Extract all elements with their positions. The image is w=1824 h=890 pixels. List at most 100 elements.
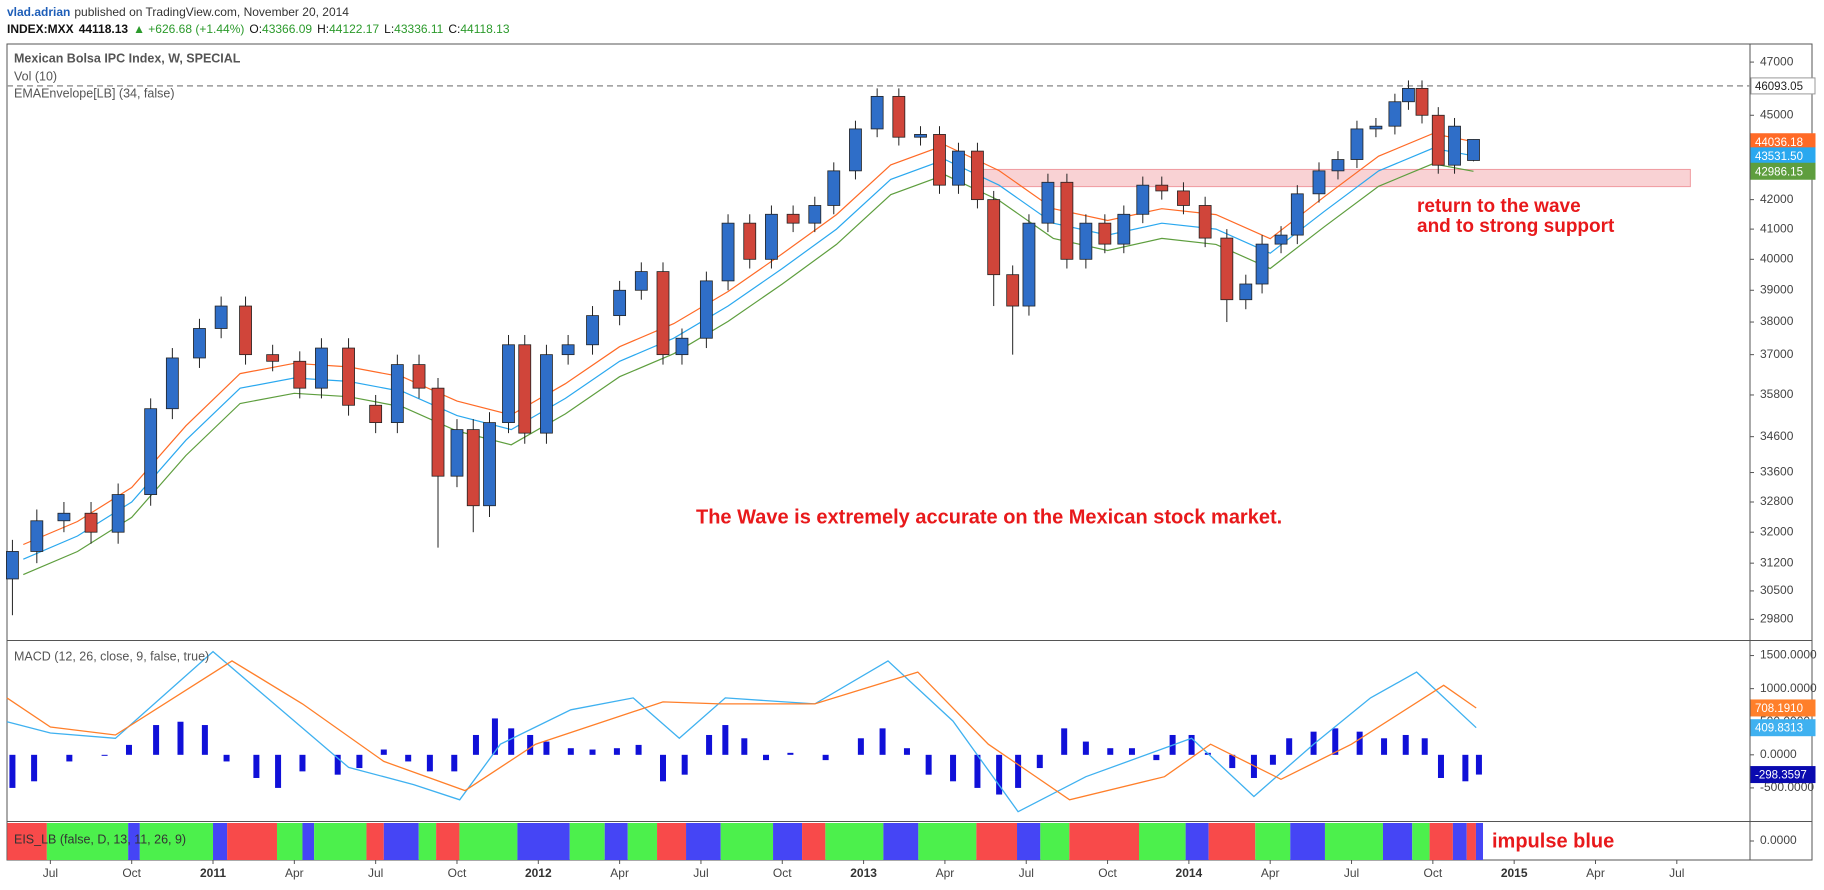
candle-body — [165, 357, 179, 410]
publisher[interactable]: vlad.adrian — [7, 5, 70, 19]
pane-title: MACD (12, 26, close, 9, false, true) — [14, 649, 209, 663]
histogram-bar — [1061, 728, 1068, 755]
x-tick-label: Apr — [285, 866, 304, 880]
candle-body — [952, 150, 965, 186]
candle-body — [193, 328, 206, 359]
candle-body — [483, 422, 496, 507]
state-band — [276, 823, 303, 860]
quote-value: 44122.17 — [329, 22, 379, 36]
histogram-bar — [613, 748, 620, 755]
x-tick-label: Apr — [1586, 866, 1605, 880]
y-tick-label: 41000 — [1760, 221, 1794, 235]
price-tag-label: 708.1910 — [1755, 703, 1803, 715]
histogram-bar — [1356, 731, 1363, 755]
quote-value: 43366.09 — [262, 22, 312, 36]
histogram-bar — [589, 749, 596, 755]
candle-body — [315, 347, 328, 389]
histogram-bar — [567, 748, 574, 755]
signal-line — [6, 660, 1477, 801]
histogram-bar — [201, 725, 208, 755]
state-band — [302, 823, 315, 860]
candle-body — [540, 354, 553, 434]
histogram-bar — [543, 741, 550, 755]
candle-body — [1331, 159, 1345, 172]
candle-body — [450, 429, 464, 477]
histogram-bar — [1153, 754, 1160, 761]
state-band — [227, 823, 277, 860]
price-tag-label: 43531.50 — [1755, 151, 1803, 163]
candle-body — [808, 205, 822, 224]
quote-line: INDEX:MXX 44118.13 ▲ +626.68 (+1.44%) O:433… — [7, 22, 510, 36]
histogram-bar — [356, 754, 363, 769]
y-tick-label: 35800 — [1760, 387, 1794, 401]
histogram-bar — [472, 734, 479, 755]
candle-body — [1402, 87, 1415, 103]
price-tag — [1750, 766, 1816, 784]
candle-body — [675, 337, 689, 356]
candle-body — [1117, 213, 1131, 245]
frame — [6, 43, 1813, 861]
candle-body — [1239, 283, 1253, 301]
price-tag — [1750, 77, 1816, 95]
candle-body — [743, 222, 757, 260]
state-band — [1475, 823, 1483, 860]
envelope-line — [23, 147, 1474, 560]
annotation: and to strong support — [1417, 216, 1615, 237]
histogram-bar — [491, 718, 498, 755]
x-tick-label: Oct — [773, 866, 792, 880]
state-band — [1382, 823, 1413, 860]
candle-body — [1098, 222, 1112, 245]
histogram-bar — [177, 721, 184, 755]
candle-body — [1060, 181, 1074, 260]
histogram-bar — [1128, 748, 1135, 755]
histogram-bar — [380, 749, 387, 755]
candle-body — [293, 360, 307, 389]
candle-body — [1155, 184, 1169, 192]
histogram-bar — [1475, 754, 1482, 775]
price-tag — [1750, 162, 1816, 180]
y-tick-label: 29800 — [1760, 611, 1794, 625]
state-band — [1040, 823, 1070, 860]
histogram-bar — [903, 748, 910, 755]
state-band — [1452, 823, 1467, 860]
histogram-bar — [1107, 748, 1114, 755]
state-band — [1324, 823, 1383, 860]
histogram-bar — [1269, 754, 1276, 765]
candle-body — [892, 95, 906, 138]
histogram-bar — [66, 754, 73, 762]
candle-body — [1006, 274, 1020, 307]
y-tick-label: 45000 — [1760, 107, 1794, 121]
candle-body — [656, 271, 670, 356]
quote-label: L: — [384, 22, 394, 36]
candle-body — [1290, 193, 1304, 236]
histogram-bar — [635, 744, 642, 755]
state-band — [657, 823, 687, 860]
candle-body — [466, 429, 480, 507]
state-band — [1017, 823, 1041, 860]
histogram-bar — [659, 754, 666, 782]
state-band — [686, 823, 721, 860]
candle-body — [502, 344, 515, 424]
state-band — [1139, 823, 1186, 860]
x-tick-label: 2014 — [1176, 866, 1203, 880]
quote-label: H: — [317, 22, 329, 36]
histogram-bar — [405, 754, 412, 762]
state-band — [7, 823, 47, 860]
x-tick-label: Oct — [448, 866, 467, 880]
y-tick-label: 34600 — [1760, 429, 1794, 443]
change: ▲ +626.68 (+1.44%) — [133, 22, 244, 36]
x-tick-label: Apr — [936, 866, 955, 880]
candle-body — [111, 494, 125, 533]
candle-body — [1312, 170, 1326, 195]
candle-body — [431, 387, 445, 477]
candle-body — [849, 128, 862, 172]
published: published on TradingView.com, November 2… — [74, 5, 349, 19]
histogram-bar — [275, 754, 282, 788]
histogram-bar — [950, 754, 957, 782]
histogram-bar — [1036, 754, 1043, 769]
candle-body — [634, 271, 648, 291]
histogram-bar — [974, 754, 981, 788]
histogram-bar — [125, 744, 132, 755]
histogram-bar — [722, 725, 729, 755]
